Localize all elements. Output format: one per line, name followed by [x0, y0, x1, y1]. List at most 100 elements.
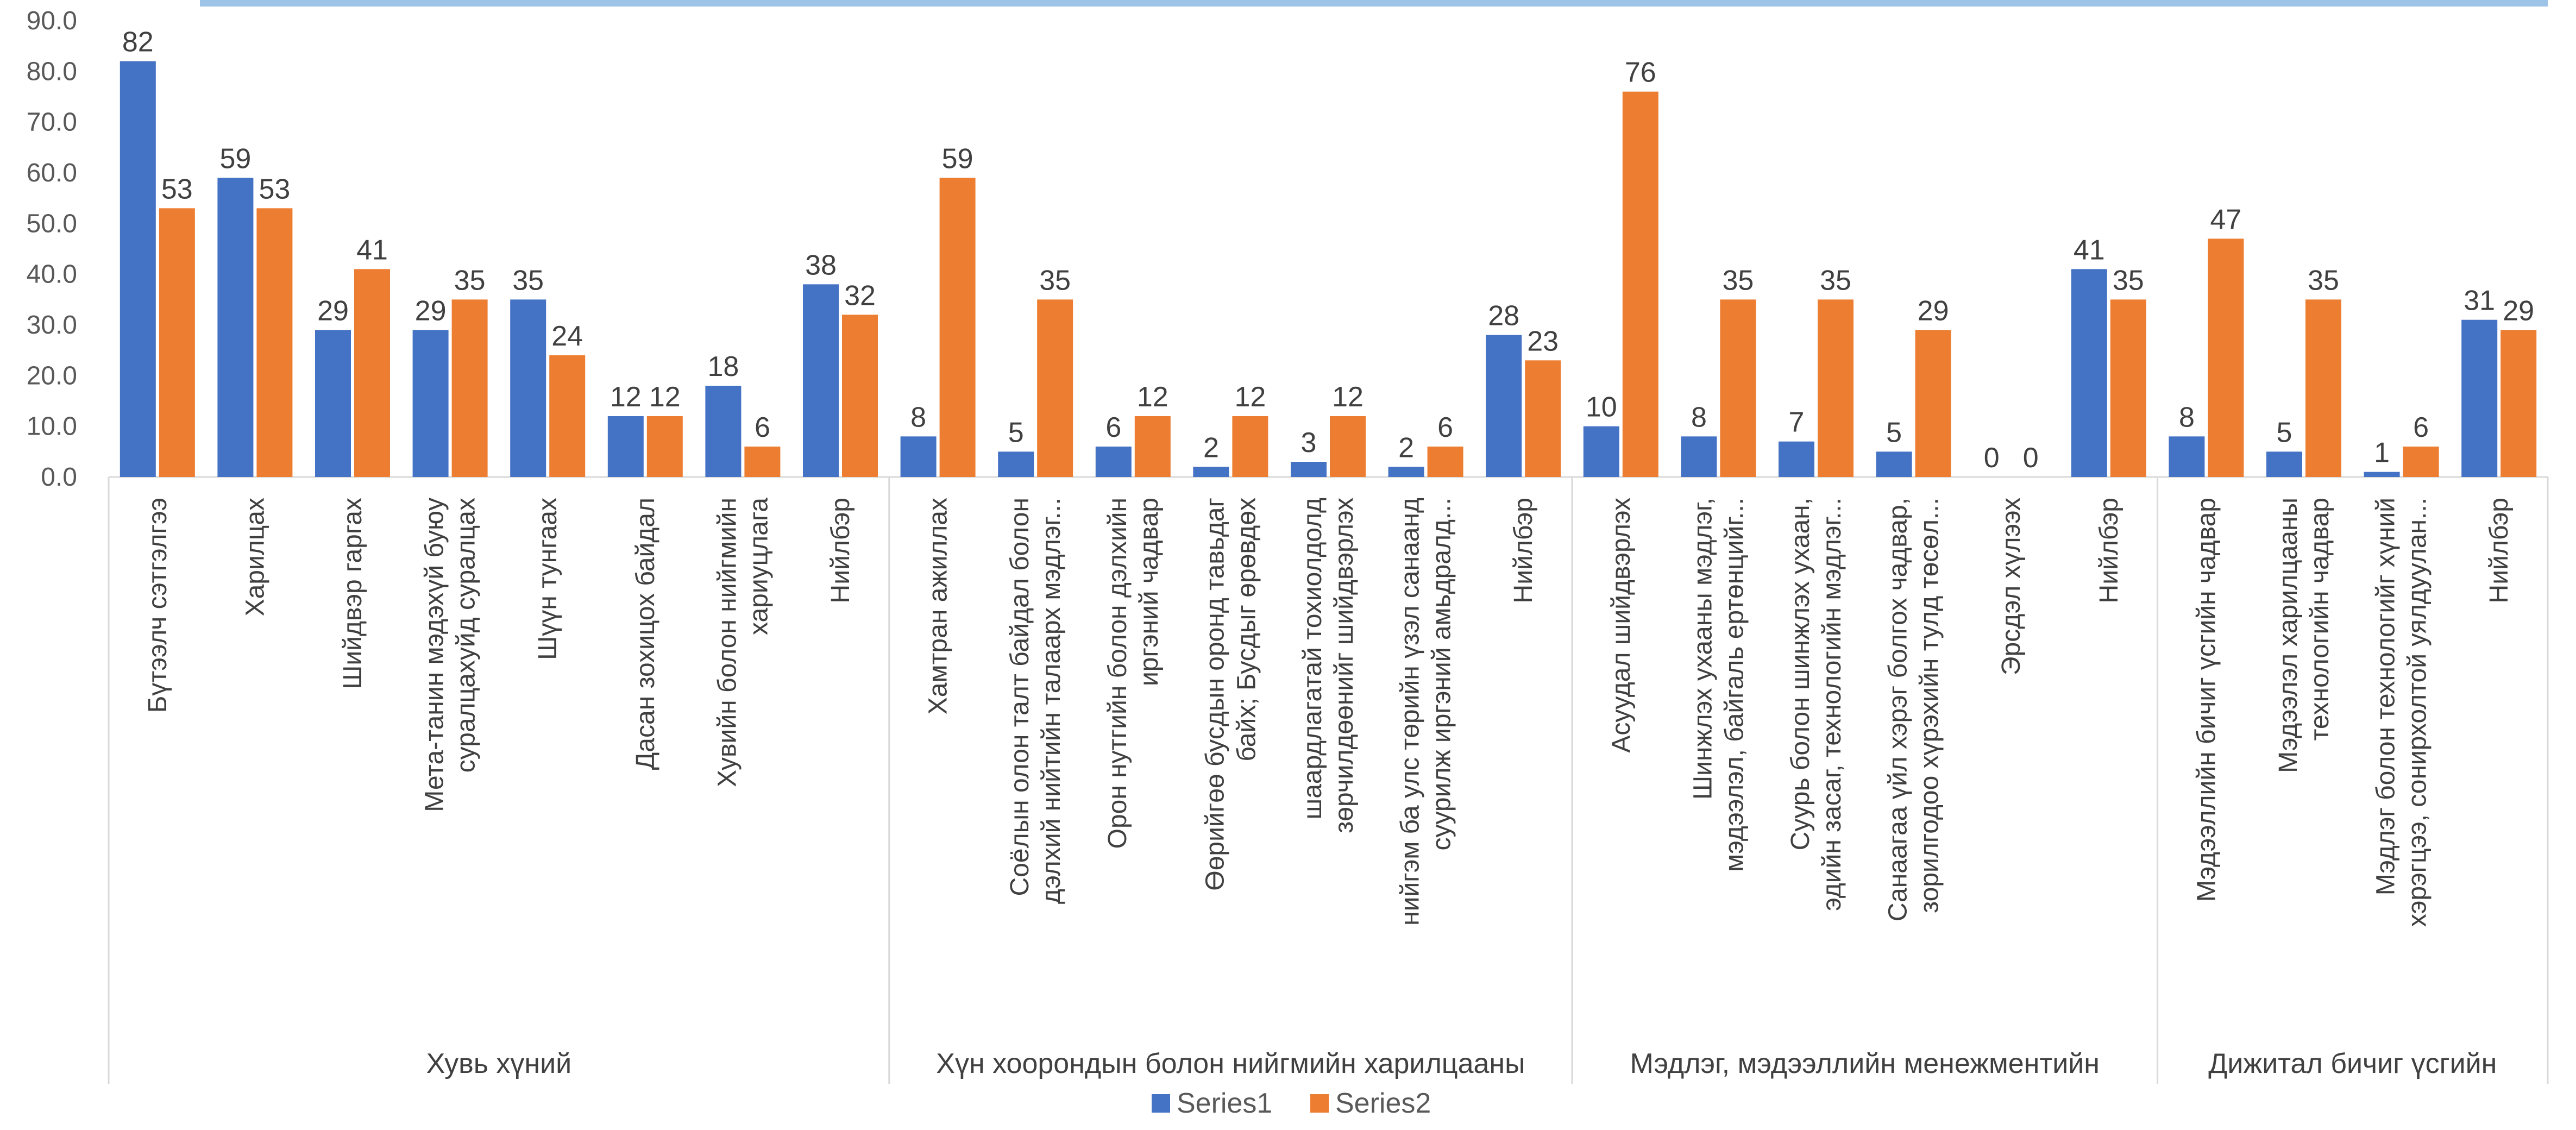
bar-series1: [1681, 436, 1717, 477]
category-label: Нийлбэр: [826, 498, 855, 603]
bar-series1: [803, 284, 839, 477]
data-label: 12: [610, 381, 642, 413]
data-label: 59: [942, 143, 973, 174]
bar-series2: [256, 208, 293, 477]
data-label: 53: [259, 173, 290, 205]
category-label-line: Хамтран ажиллах: [924, 498, 953, 714]
category-label: шаардлагатай тохиолдолд зөрчилдөөнийг ший…: [1298, 498, 1359, 833]
bar-series1: [1583, 426, 1619, 477]
bar-series2: [1037, 299, 1073, 477]
category-label-line: Мэдлэг болон технологийг хүний: [2372, 498, 2401, 895]
category-label-line: Шинжлэх ухааны мэдлэг,: [1688, 498, 1717, 800]
category-label-line: суурилж иргэний амьдралд...: [1428, 498, 1456, 851]
data-label: 35: [1820, 265, 1851, 296]
bar-series2: [1818, 299, 1854, 477]
data-label: 59: [219, 143, 251, 174]
bar-series1: [998, 451, 1034, 477]
data-label: 8: [1691, 401, 1707, 433]
category-label: Шүүн тунгаах: [533, 498, 562, 660]
group-label: Мэдлэг, мэдээллийн менежментийн: [1630, 1048, 2100, 1079]
data-label: 3: [1301, 427, 1317, 459]
category-label-line: иргэний чадвар: [1135, 498, 1164, 686]
y-tick-label: 0.0: [41, 463, 77, 492]
category-label-line: эдийн засаг, технологийн мэдлэг...: [1818, 498, 1846, 911]
bar-series1: [1779, 441, 1814, 477]
category-label: Шийдвэр гаргах: [338, 498, 367, 689]
category-label-line: Эрсдэл хүлээх: [1997, 498, 2026, 675]
bar-series1: [1095, 447, 1132, 477]
data-label: 35: [1722, 265, 1754, 296]
y-tick-label: 60.0: [27, 159, 77, 187]
bar-series2: [2110, 299, 2146, 477]
bar-series2: [1330, 416, 1366, 477]
category-label-line: Шийдвэр гаргах: [338, 498, 367, 689]
bar-series1: [1388, 467, 1424, 477]
category-label-line: Суурь болон шинжлэх ухаан,: [1786, 498, 1815, 850]
y-tick-label: 90.0: [27, 7, 77, 35]
category-label-line: Шүүн тунгаах: [533, 498, 562, 660]
category-label-line: дэлхий нийтийн талаарх мэдлэг...: [1037, 498, 1066, 904]
data-label: 28: [1488, 300, 1519, 332]
bar-series2: [451, 299, 488, 477]
data-label: 53: [161, 173, 193, 205]
data-label: 0: [1984, 442, 2000, 474]
category-label-line: зорилгодоо хүрэхийн тулд төсөл...: [1915, 498, 1944, 913]
data-label: 12: [1137, 381, 1168, 413]
data-label: 5: [1008, 417, 1024, 448]
data-label: 31: [2464, 285, 2495, 317]
bar-series1: [2266, 451, 2302, 477]
data-label: 5: [1886, 417, 1902, 448]
data-label: 5: [2277, 417, 2292, 448]
bar-series1: [315, 330, 351, 477]
bar-series1: [1876, 451, 1912, 477]
data-label: 2: [1203, 432, 1219, 463]
bar-series1: [2169, 436, 2205, 477]
data-label: 32: [844, 280, 876, 311]
bar-series2: [2208, 238, 2244, 477]
category-label-line: шаардлагатай тохиолдолд: [1298, 498, 1327, 819]
data-label: 35: [454, 265, 486, 296]
category-label-line: Мэдээллийн бичиг үсгийн чадвар: [2192, 498, 2221, 902]
category-label: Дасан зохицох байдал: [631, 498, 660, 770]
y-tick-label: 70.0: [27, 108, 77, 137]
category-label-line: Санаагаа үйл хэрэг болгох чадвар,: [1884, 498, 1913, 921]
bar-series2: [1720, 299, 1756, 477]
group-label: Дижитал бичиг үсгийн: [2208, 1048, 2497, 1079]
category-label-line: Нийлбэр: [2095, 498, 2123, 603]
data-label: 38: [805, 249, 837, 281]
data-label: 12: [1234, 381, 1266, 413]
group-label: Хүн хоорондын болон нийгмийн харилцааны: [936, 1048, 1525, 1079]
data-label: 35: [512, 265, 544, 296]
category-label-line: Нийлбэр: [2485, 498, 2514, 603]
bar-series1: [1193, 467, 1229, 477]
data-label: 7: [1789, 407, 1805, 438]
bar-series1: [2071, 269, 2107, 477]
category-label-line: хэрэгцээ, сонирхолтой уялдуулан...: [2403, 498, 2432, 927]
category-label-line: Мета-танин мэдэхүй буюу: [420, 498, 449, 812]
category-label: Харилцах: [241, 498, 269, 616]
bar-series1: [217, 178, 254, 477]
category-label: Эрсдэл хүлээх: [1997, 498, 2026, 675]
bar-series1: [510, 299, 546, 477]
y-tick-label: 80.0: [27, 57, 77, 86]
data-label: 41: [2074, 234, 2105, 266]
bar-series2: [1622, 91, 1658, 477]
data-label: 0: [2023, 442, 2039, 474]
data-label: 76: [1625, 57, 1656, 89]
category-label: Мэдлэг болон технологийг хүний хэрэгцээ, …: [2372, 498, 2432, 927]
bar-series2: [1134, 416, 1171, 477]
y-tick-label: 50.0: [27, 209, 77, 238]
category-label: Мэдээллийн бичиг үсгийн чадвар: [2192, 498, 2221, 902]
category-label: Мэдээлэл харилцааны технологийн чадвар: [2274, 498, 2334, 773]
bar-series2: [939, 178, 976, 477]
category-label-line: Соёлын олон талт байдал болон: [1006, 498, 1034, 896]
category-label: Орон нутгийн болон дэлхийн иргэний чадвар: [1103, 498, 1164, 849]
bar-series2: [2500, 330, 2537, 477]
data-label: 35: [1039, 265, 1071, 296]
category-label: Нийлбэр: [2095, 498, 2123, 603]
data-label: 29: [1918, 295, 1949, 327]
data-label: 10: [1586, 392, 1617, 423]
category-label: Соёлын олон талт байдал болон дэлхий нийт…: [1006, 498, 1066, 904]
